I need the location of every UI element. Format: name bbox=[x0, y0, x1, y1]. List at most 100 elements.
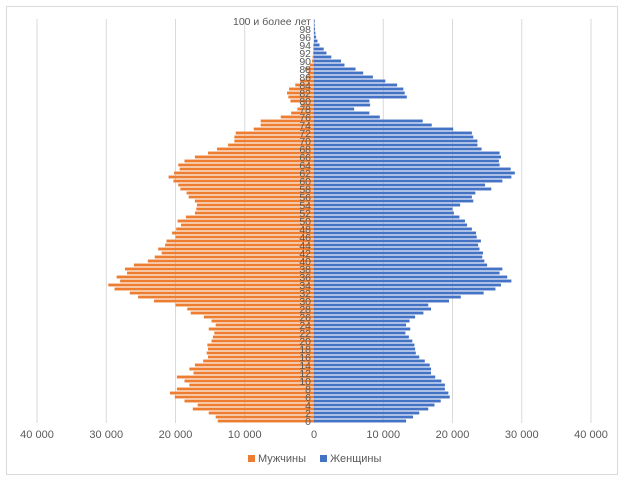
male-bar-age-44 bbox=[165, 243, 314, 247]
male-bar-age-88 bbox=[304, 67, 314, 71]
age-label: 44 bbox=[299, 240, 311, 252]
male-bar-age-74 bbox=[260, 123, 314, 127]
age-label: 42 bbox=[299, 248, 311, 260]
female-bar-age-65 bbox=[314, 159, 499, 163]
age-label: 72 bbox=[299, 128, 311, 140]
female-bar-age-67 bbox=[314, 151, 500, 155]
age-label: 66 bbox=[299, 152, 311, 164]
age-label: 20 bbox=[299, 336, 311, 348]
male-bar-age-50 bbox=[177, 219, 314, 223]
male-bar-age-43 bbox=[158, 247, 314, 251]
female-bar-age-54 bbox=[314, 203, 461, 207]
female-bar-age-23 bbox=[314, 327, 411, 331]
age-label: 96 bbox=[299, 32, 311, 44]
female-bar-age-55 bbox=[314, 199, 474, 203]
female-bar-age-89 bbox=[314, 63, 345, 67]
male-bar-age-58 bbox=[180, 187, 314, 191]
age-label: 0 bbox=[305, 416, 311, 428]
male-bar-age-42 bbox=[161, 251, 314, 255]
male-bar-age-34 bbox=[108, 283, 314, 287]
male-bar-age-22 bbox=[214, 331, 314, 335]
male-bar-age-76 bbox=[280, 115, 314, 119]
female-bar-age-37 bbox=[314, 271, 500, 275]
male-bar-age-83 bbox=[289, 87, 314, 91]
x-tick-label: 20 000 bbox=[159, 429, 193, 441]
female-bar-age-0 bbox=[314, 419, 407, 423]
male-bar-age-28 bbox=[187, 307, 314, 311]
male-bar-age-29 bbox=[175, 303, 314, 307]
female-bar-age-44 bbox=[314, 243, 479, 247]
age-label: 46 bbox=[299, 232, 311, 244]
male-bar-age-67 bbox=[208, 151, 314, 155]
female-bar-age-77 bbox=[314, 111, 370, 115]
age-label: 54 bbox=[299, 200, 311, 212]
female-bar-age-12 bbox=[314, 371, 432, 375]
male-bar-age-65 bbox=[184, 159, 314, 163]
male-bar-age-32 bbox=[129, 291, 314, 295]
female-bar-age-99 bbox=[314, 23, 315, 27]
male-bar-age-0 bbox=[217, 419, 314, 423]
female-bar-age-49 bbox=[314, 223, 468, 227]
age-label: 86 bbox=[299, 72, 311, 84]
male-bar-age-80 bbox=[290, 99, 314, 103]
female-bar-age-16 bbox=[314, 355, 420, 359]
female-bar-age-25 bbox=[314, 319, 410, 323]
male-bar-age-60 bbox=[173, 179, 314, 183]
female-bar-age-95 bbox=[314, 39, 318, 43]
female-bar-age-10 bbox=[314, 379, 442, 383]
female-bar-age-53 bbox=[314, 207, 453, 211]
female-bar-age-1 bbox=[314, 415, 414, 419]
female-bar-age-60 bbox=[314, 179, 503, 183]
male-bar-age-51 bbox=[185, 215, 314, 219]
age-label: 76 bbox=[299, 112, 311, 124]
female-bar-age-62 bbox=[314, 171, 515, 175]
male-bar-age-59 bbox=[178, 183, 314, 187]
age-label: 22 bbox=[299, 328, 311, 340]
male-bar-age-2 bbox=[208, 411, 314, 415]
male-bar-age-94 bbox=[313, 43, 314, 47]
age-label: 10 bbox=[299, 376, 311, 388]
female-bar-age-28 bbox=[314, 307, 432, 311]
x-tick-label: 10 000 bbox=[366, 429, 400, 441]
male-bar-age-54 bbox=[196, 203, 314, 207]
male-bar-age-66 bbox=[194, 155, 314, 159]
female-bar-age-73 bbox=[314, 127, 454, 131]
male-bar-age-23 bbox=[208, 327, 314, 331]
male-bar-age-91 bbox=[312, 55, 314, 59]
male-bar-age-86 bbox=[305, 75, 314, 79]
male-bar-age-8 bbox=[176, 387, 314, 391]
female-bar-age-38 bbox=[314, 267, 503, 271]
female-bar-age-9 bbox=[314, 383, 445, 387]
female-bar-age-84 bbox=[314, 83, 398, 87]
age-label: 92 bbox=[299, 48, 311, 60]
x-tick-label: 30 000 bbox=[89, 429, 123, 441]
male-bar-age-39 bbox=[133, 263, 314, 267]
female-bar-age-68 bbox=[314, 147, 482, 151]
male-bar-age-13 bbox=[189, 367, 314, 371]
age-label: 30 bbox=[299, 296, 311, 308]
male-bar-age-26 bbox=[203, 315, 314, 319]
age-label: 38 bbox=[299, 264, 311, 276]
male-bar-age-25 bbox=[211, 319, 314, 323]
female-bar-age-81 bbox=[314, 95, 407, 99]
female-bar-age-90 bbox=[314, 59, 342, 63]
female-bar-age-51 bbox=[314, 215, 460, 219]
male-bar-age-75 bbox=[260, 119, 314, 123]
legend-label-male: Мужчины bbox=[258, 453, 306, 465]
age-label: 82 bbox=[299, 88, 311, 100]
female-bar-age-74 bbox=[314, 123, 432, 127]
male-bar-age-37 bbox=[127, 271, 315, 275]
female-bar-age-52 bbox=[314, 211, 454, 215]
female-bar-age-78 bbox=[314, 107, 355, 111]
male-series-bars bbox=[108, 43, 315, 423]
male-bar-age-31 bbox=[138, 295, 314, 299]
female-bar-age-24 bbox=[314, 323, 407, 327]
age-label: 64 bbox=[299, 160, 311, 172]
age-label: 100 и более лет bbox=[233, 16, 311, 28]
male-bar-age-61 bbox=[168, 175, 314, 179]
female-bar-age-33 bbox=[314, 287, 496, 291]
age-label: 52 bbox=[299, 208, 311, 220]
male-bar-age-87 bbox=[307, 71, 314, 75]
female-bar-age-86 bbox=[314, 75, 373, 79]
female-bar-age-31 bbox=[314, 295, 461, 299]
